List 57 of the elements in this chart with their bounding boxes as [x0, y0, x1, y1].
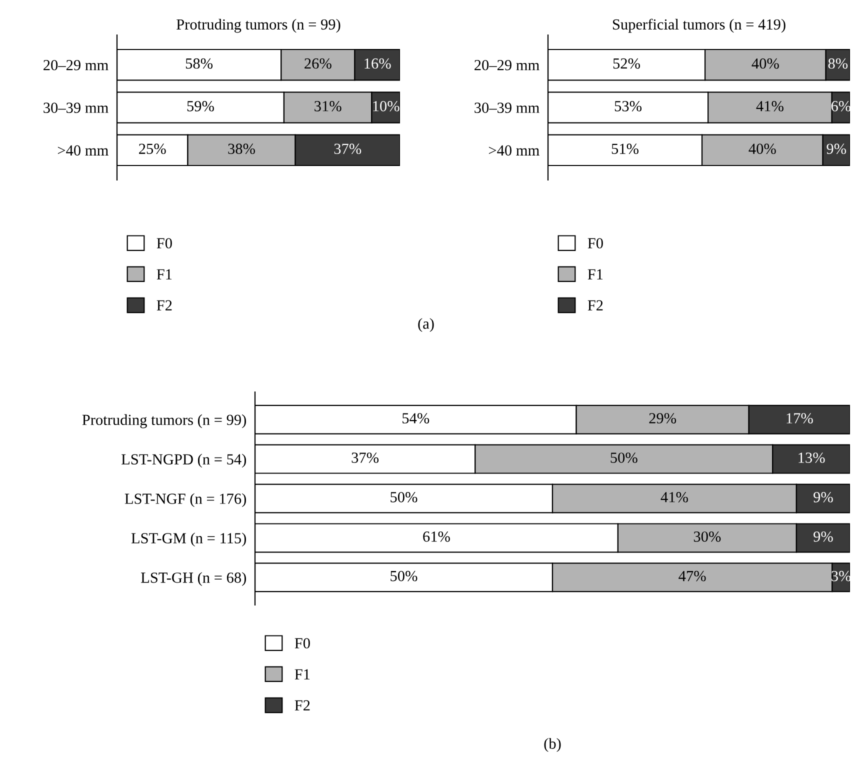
data-label: 6% [831, 101, 851, 112]
data-label: 30% [694, 531, 721, 542]
data-label: 13% [798, 452, 825, 463]
data-label: 50% [390, 570, 418, 582]
data-label: 31% [314, 101, 342, 112]
legend-label: F2 [588, 300, 603, 310]
chart-title: Superficial tumors (n = 419) [612, 18, 786, 33]
y-tick-label: LST-NGF (n = 176) [124, 493, 246, 508]
data-label: 53% [614, 101, 642, 112]
legend-label: F2 [156, 300, 172, 310]
data-label: 41% [660, 492, 688, 502]
data-label: 41% [756, 101, 784, 112]
legend-label: F1 [156, 269, 172, 280]
y-tick-label: Protruding tumors (n = 99) [82, 414, 246, 428]
chart-title: Protruding tumors (n = 99) [176, 18, 340, 33]
legend-label: F1 [588, 269, 603, 280]
data-label: 61% [423, 531, 450, 542]
y-tick-label: LST-NGPD (n = 54) [121, 454, 246, 468]
data-label: 10% [373, 101, 400, 112]
y-tick-label: >40 mm [58, 145, 108, 156]
legend-label: F0 [588, 238, 603, 248]
data-label: 9% [826, 144, 846, 154]
y-tick-label: >40 mm [488, 145, 540, 156]
data-label: 51% [612, 144, 638, 154]
data-label: 40% [752, 58, 779, 69]
data-label: 54% [402, 413, 430, 424]
data-label: 29% [649, 413, 676, 424]
y-tick-label: 20–29 mm [44, 60, 108, 70]
y-tick-label: 20–29 mm [474, 60, 540, 70]
data-label: 9% [814, 492, 833, 502]
text: (b) [544, 738, 561, 752]
data-label: 40% [748, 144, 776, 154]
data-label: 50% [610, 452, 638, 463]
legend-label: F2 [294, 700, 310, 710]
text: (a) [418, 318, 434, 332]
y-tick-label: 30–39 mm [474, 102, 540, 113]
legend-label: F0 [294, 638, 310, 648]
data-label: 38% [228, 144, 255, 154]
data-label: 59% [187, 101, 214, 112]
data-label: 58% [186, 58, 213, 69]
data-label: 47% [678, 570, 706, 582]
data-label: 9% [814, 531, 833, 542]
data-label: 52% [613, 58, 640, 69]
data-label: 16% [364, 58, 391, 69]
data-label: 37% [352, 452, 379, 463]
y-tick-label: LST-GH (n = 68) [141, 572, 246, 586]
data-label: 26% [304, 58, 332, 69]
data-label: 8% [828, 58, 848, 69]
data-label: 25% [139, 144, 166, 154]
data-label: 3% [832, 570, 851, 582]
y-tick-label: 30–39 mm [44, 102, 108, 113]
data-label: 37% [334, 144, 362, 154]
data-label: 17% [786, 413, 813, 424]
data-label: 50% [390, 492, 418, 502]
legend-label: F1 [294, 669, 310, 680]
legend-label: F0 [156, 238, 172, 248]
y-tick-label: LST-GM (n = 115) [131, 532, 246, 546]
